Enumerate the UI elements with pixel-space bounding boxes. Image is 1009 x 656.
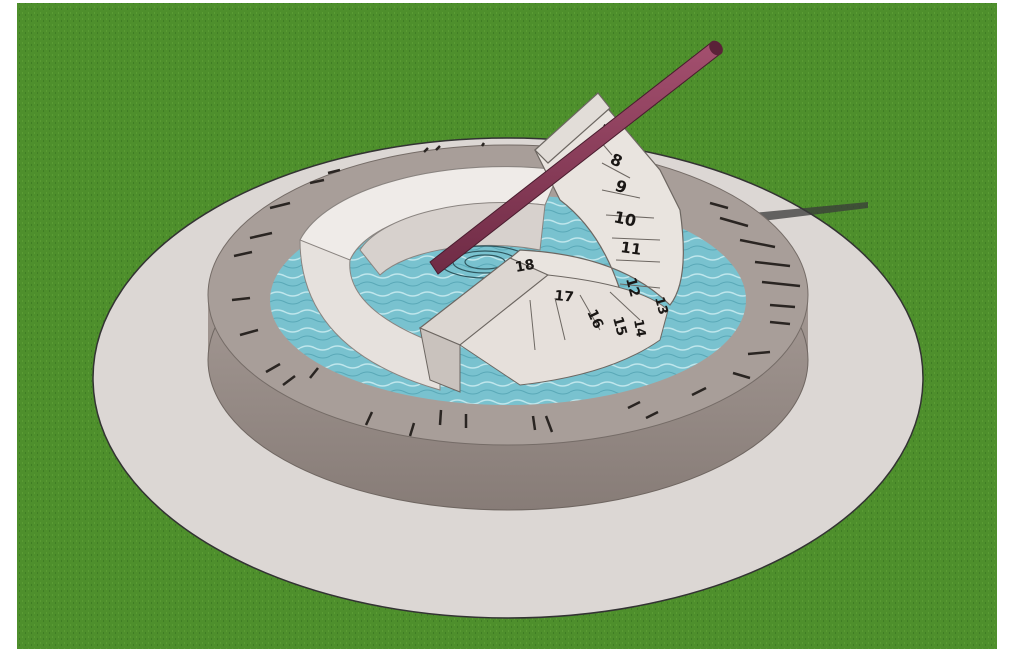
ring-scale-ticks <box>231 142 801 437</box>
hour-divider-lines <box>529 134 661 351</box>
hour-label-13: 13 <box>651 295 670 316</box>
hour-label-16: 16 <box>583 307 606 331</box>
hour-label-11: 11 <box>619 238 642 259</box>
hour-label-17: 17 <box>554 288 575 306</box>
hour-label-12: 12 <box>622 276 642 299</box>
hour-label-18: 18 <box>514 257 536 276</box>
band-end-block-lower-side <box>419 327 461 393</box>
hour-numbers: 7 8 9 10 11 12 13 14 15 16 17 18 <box>514 121 670 339</box>
gnomon-rod <box>429 40 723 275</box>
hour-label-14: 14 <box>630 318 648 338</box>
hour-label-15: 15 <box>609 315 629 338</box>
hour-label-10: 10 <box>612 207 638 230</box>
band-end-block-upper <box>534 92 611 164</box>
hour-band-lower-face <box>459 274 669 386</box>
